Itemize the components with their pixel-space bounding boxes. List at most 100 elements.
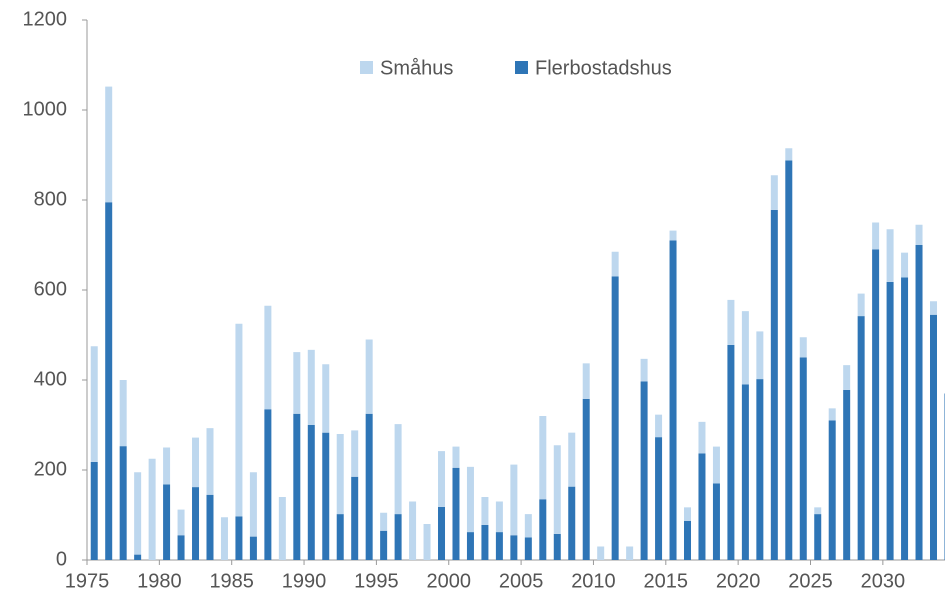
bar-segment	[278, 497, 286, 560]
bar-segment	[727, 299, 735, 345]
bar-segment	[901, 252, 909, 278]
bar-segment	[597, 546, 605, 560]
bar-segment	[466, 466, 474, 533]
bar-segment	[452, 467, 460, 560]
bar-segment	[351, 430, 359, 477]
bar-segment	[206, 428, 214, 495]
bar-segment	[322, 364, 330, 433]
bar-segment	[380, 512, 388, 531]
bar-segment	[105, 202, 113, 560]
bar-segment	[192, 487, 200, 560]
bar-segment	[568, 432, 576, 487]
bar-segment	[712, 446, 720, 484]
bar-segment	[684, 520, 692, 560]
bar-segment	[206, 494, 214, 560]
bar-segment	[249, 472, 257, 537]
bar-segment	[843, 365, 851, 390]
bar-segment	[770, 209, 778, 560]
bar-segment	[698, 421, 706, 454]
bar-segment	[351, 476, 359, 560]
bar-segment	[163, 447, 171, 485]
x-tick-label: 1980	[137, 570, 182, 592]
bar-segment	[814, 507, 822, 515]
bar-segment	[756, 379, 764, 560]
bar-segment	[872, 249, 880, 560]
bar-segment	[336, 514, 344, 560]
bar-segment	[901, 277, 909, 560]
bar-segment	[177, 535, 185, 560]
bar-segment	[669, 240, 677, 560]
legend-swatch	[515, 61, 528, 74]
bar-segment	[90, 461, 98, 560]
bar-segment	[495, 501, 503, 533]
bar-segment	[828, 408, 836, 421]
bar-segment	[756, 331, 764, 380]
bar-segment	[568, 486, 576, 560]
bar-segment	[510, 535, 518, 560]
bar-segment	[365, 339, 373, 414]
bar-segment	[712, 483, 720, 560]
bar-segment	[524, 537, 532, 560]
bar-segment	[235, 516, 243, 560]
bar-segment	[466, 532, 474, 560]
legend-label: Småhus	[380, 57, 453, 79]
y-tick-label: 600	[34, 278, 67, 300]
bar-segment	[409, 501, 417, 560]
x-tick-label: 1975	[65, 570, 110, 592]
bar-segment	[134, 554, 142, 560]
bar-segment	[929, 301, 937, 315]
bar-segment	[495, 532, 503, 560]
bar-segment	[177, 509, 185, 536]
bar-segment	[264, 409, 272, 560]
bar-segment	[886, 229, 894, 282]
x-tick-label: 1985	[209, 570, 254, 592]
bar-segment	[524, 514, 532, 538]
bar-segment	[380, 530, 388, 560]
bar-segment	[510, 464, 518, 536]
bar-segment	[307, 349, 315, 425]
bar-segment	[220, 517, 228, 560]
y-tick-label: 1000	[23, 98, 68, 120]
bar-segment	[799, 337, 807, 358]
y-tick-label: 400	[34, 368, 67, 390]
bar-segment	[814, 514, 822, 560]
bar-segment	[886, 281, 894, 560]
bar-segment	[293, 413, 301, 560]
x-tick-label: 2000	[427, 570, 472, 592]
bar-segment	[539, 416, 547, 500]
x-tick-label: 2025	[788, 570, 833, 592]
bar-segment	[770, 175, 778, 210]
y-tick-label: 1200	[23, 8, 68, 30]
bar-segment	[915, 224, 923, 245]
bar-segment	[872, 222, 880, 250]
y-tick-label: 800	[34, 188, 67, 210]
bar-segment	[481, 497, 489, 525]
bar-segment	[119, 380, 127, 447]
bar-segment	[741, 311, 749, 385]
bar-segment	[915, 245, 923, 560]
bar-segment	[264, 305, 272, 410]
bar-segment	[438, 451, 446, 507]
bar-segment	[640, 381, 648, 560]
bar-segment	[684, 507, 692, 521]
bar-segment	[843, 389, 851, 560]
bar-segment	[611, 276, 619, 560]
bar-segment	[655, 437, 663, 560]
x-tick-label: 2030	[861, 570, 906, 592]
bar-segment	[655, 414, 663, 438]
bar-segment	[365, 413, 373, 560]
bar-segment	[105, 86, 113, 203]
bar-segment	[293, 352, 301, 414]
y-tick-label: 0	[56, 548, 67, 570]
bar-segment	[626, 546, 634, 560]
bar-segment	[119, 446, 127, 560]
bar-segment	[192, 437, 200, 488]
x-tick-label: 1995	[354, 570, 399, 592]
y-tick-label: 200	[34, 458, 67, 480]
bar-segment	[235, 323, 243, 517]
x-tick-label: 2015	[644, 570, 689, 592]
bar-segment	[163, 484, 171, 560]
bar-segment	[611, 251, 619, 277]
x-tick-label: 2020	[716, 570, 761, 592]
bar-segment	[669, 230, 677, 241]
